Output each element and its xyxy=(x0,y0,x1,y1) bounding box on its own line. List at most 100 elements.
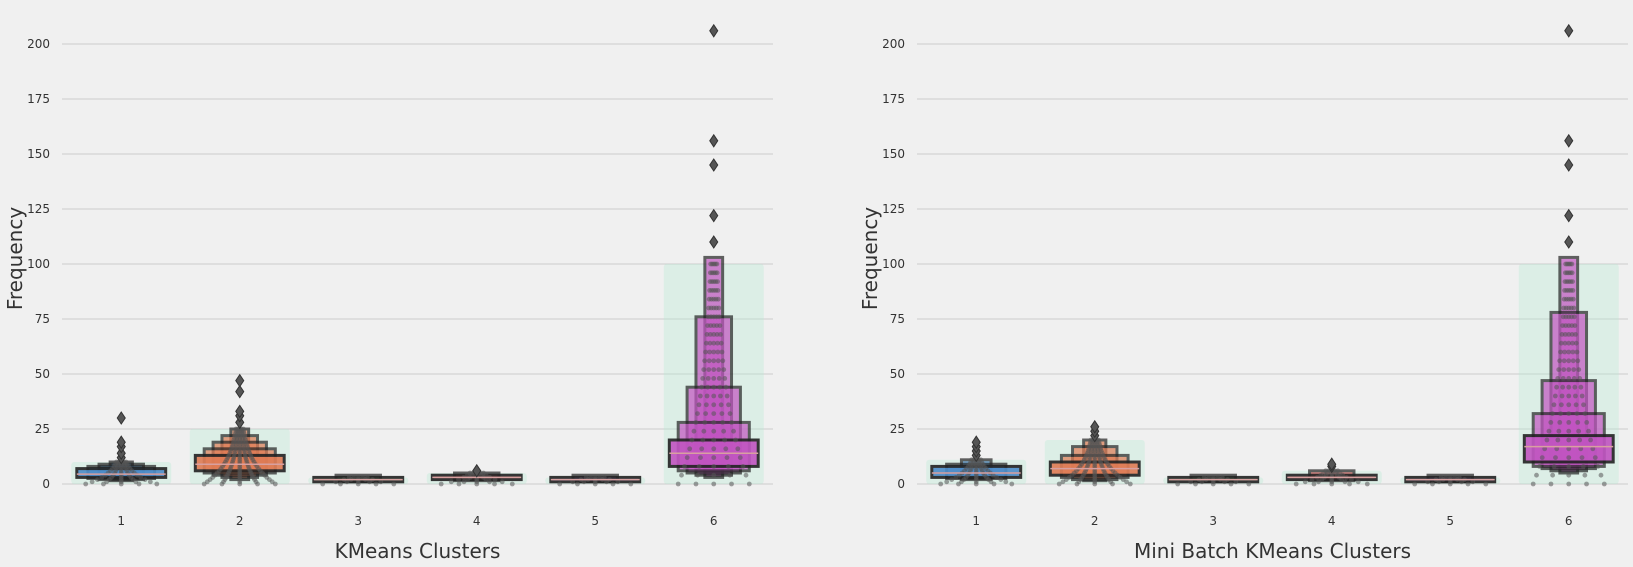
outlier-marker xyxy=(1564,158,1574,172)
outlier-marker xyxy=(709,158,719,172)
data-point xyxy=(711,411,717,416)
data-point xyxy=(697,393,703,399)
data-point xyxy=(711,446,717,452)
data-point xyxy=(1566,384,1572,390)
data-point xyxy=(492,477,498,482)
outlier-marker xyxy=(235,404,245,419)
data-point xyxy=(1228,481,1234,487)
data-point xyxy=(711,349,717,355)
data-point xyxy=(1577,437,1583,443)
data-point xyxy=(715,296,721,302)
data-point xyxy=(1219,475,1225,480)
data-point xyxy=(719,349,725,355)
data-point xyxy=(1573,340,1579,346)
x-tick-label: 1 xyxy=(117,514,125,528)
data-point xyxy=(1188,479,1194,485)
boxen-group-5 xyxy=(545,473,646,487)
data-point xyxy=(711,340,717,346)
outlier-marker xyxy=(1564,133,1574,148)
data-point xyxy=(711,376,717,381)
y-tick-label: 150 xyxy=(27,147,50,161)
data-point xyxy=(378,479,384,485)
y-tick-label: 0 xyxy=(42,477,50,491)
data-point xyxy=(722,437,728,443)
data-point xyxy=(706,358,712,364)
data-point xyxy=(1335,468,1341,474)
data-point xyxy=(722,376,728,381)
chart-panel-1: 0 25 50 75 100 125 150 175 200 1 2 3 4 5 6 KMeans Clust… xyxy=(3,23,773,563)
data-point xyxy=(456,477,461,482)
data-point xyxy=(355,475,361,480)
data-point xyxy=(725,464,731,469)
data-point xyxy=(721,428,727,434)
data-point xyxy=(718,402,724,408)
outlier-marker xyxy=(472,463,482,478)
data-point xyxy=(1309,477,1315,482)
data-point xyxy=(1573,393,1578,399)
data-point xyxy=(1530,481,1536,487)
outlier-marker xyxy=(1327,457,1337,472)
data-point xyxy=(1566,446,1572,452)
data-point xyxy=(715,358,721,364)
data-point xyxy=(1542,446,1548,452)
data-point xyxy=(1558,340,1564,346)
data-point xyxy=(1572,323,1578,328)
data-point xyxy=(716,305,722,311)
data-point xyxy=(360,475,366,480)
data-point xyxy=(601,475,607,480)
data-point xyxy=(1551,402,1557,408)
data-point xyxy=(699,446,705,452)
data-point xyxy=(746,481,752,487)
data-point xyxy=(717,384,723,390)
outlier-marker xyxy=(1564,23,1574,38)
data-point xyxy=(701,428,707,434)
data-point xyxy=(1347,481,1352,487)
data-point xyxy=(1579,455,1585,460)
data-point xyxy=(1246,481,1252,487)
data-point xyxy=(735,446,741,452)
data-point xyxy=(695,472,701,478)
y-tick-label: 175 xyxy=(27,92,50,106)
data-point xyxy=(715,349,721,355)
outlier-marker xyxy=(235,373,245,388)
data-point xyxy=(1566,411,1572,416)
data-point xyxy=(1557,420,1563,425)
data-point xyxy=(704,393,710,399)
data-point xyxy=(711,420,717,425)
data-point xyxy=(1586,428,1591,434)
x-tick-label: 4 xyxy=(473,514,481,528)
data-point xyxy=(1555,437,1561,443)
data-point xyxy=(938,481,944,487)
data-point xyxy=(499,479,505,485)
data-point xyxy=(1302,479,1308,485)
boxen-group-2 xyxy=(1044,419,1145,487)
data-point xyxy=(1566,455,1572,460)
data-point xyxy=(689,437,695,443)
y-tick-label: 75 xyxy=(35,312,50,326)
data-point xyxy=(1559,393,1565,399)
y-tick-label: 100 xyxy=(882,257,905,271)
data-point xyxy=(693,481,699,487)
data-point xyxy=(700,376,706,381)
data-point xyxy=(1588,437,1593,443)
data-point xyxy=(715,279,720,284)
y-tick-label: 50 xyxy=(890,367,905,381)
outlier-marker xyxy=(116,435,126,450)
data-point xyxy=(953,475,959,480)
x-tick-label: 3 xyxy=(354,514,362,528)
data-point xyxy=(1582,472,1588,478)
data-point xyxy=(509,481,515,487)
y-tick-label: 75 xyxy=(890,312,905,326)
data-point xyxy=(978,457,984,463)
data-point xyxy=(727,411,733,416)
data-point xyxy=(147,479,153,485)
y-axis-label: Frequency xyxy=(858,207,882,310)
data-point xyxy=(1595,464,1601,469)
data-point xyxy=(998,477,1004,482)
data-point xyxy=(83,481,89,487)
data-point xyxy=(123,459,129,465)
data-point xyxy=(711,358,717,364)
data-point xyxy=(724,455,730,460)
x-tick-label: 6 xyxy=(710,514,718,528)
